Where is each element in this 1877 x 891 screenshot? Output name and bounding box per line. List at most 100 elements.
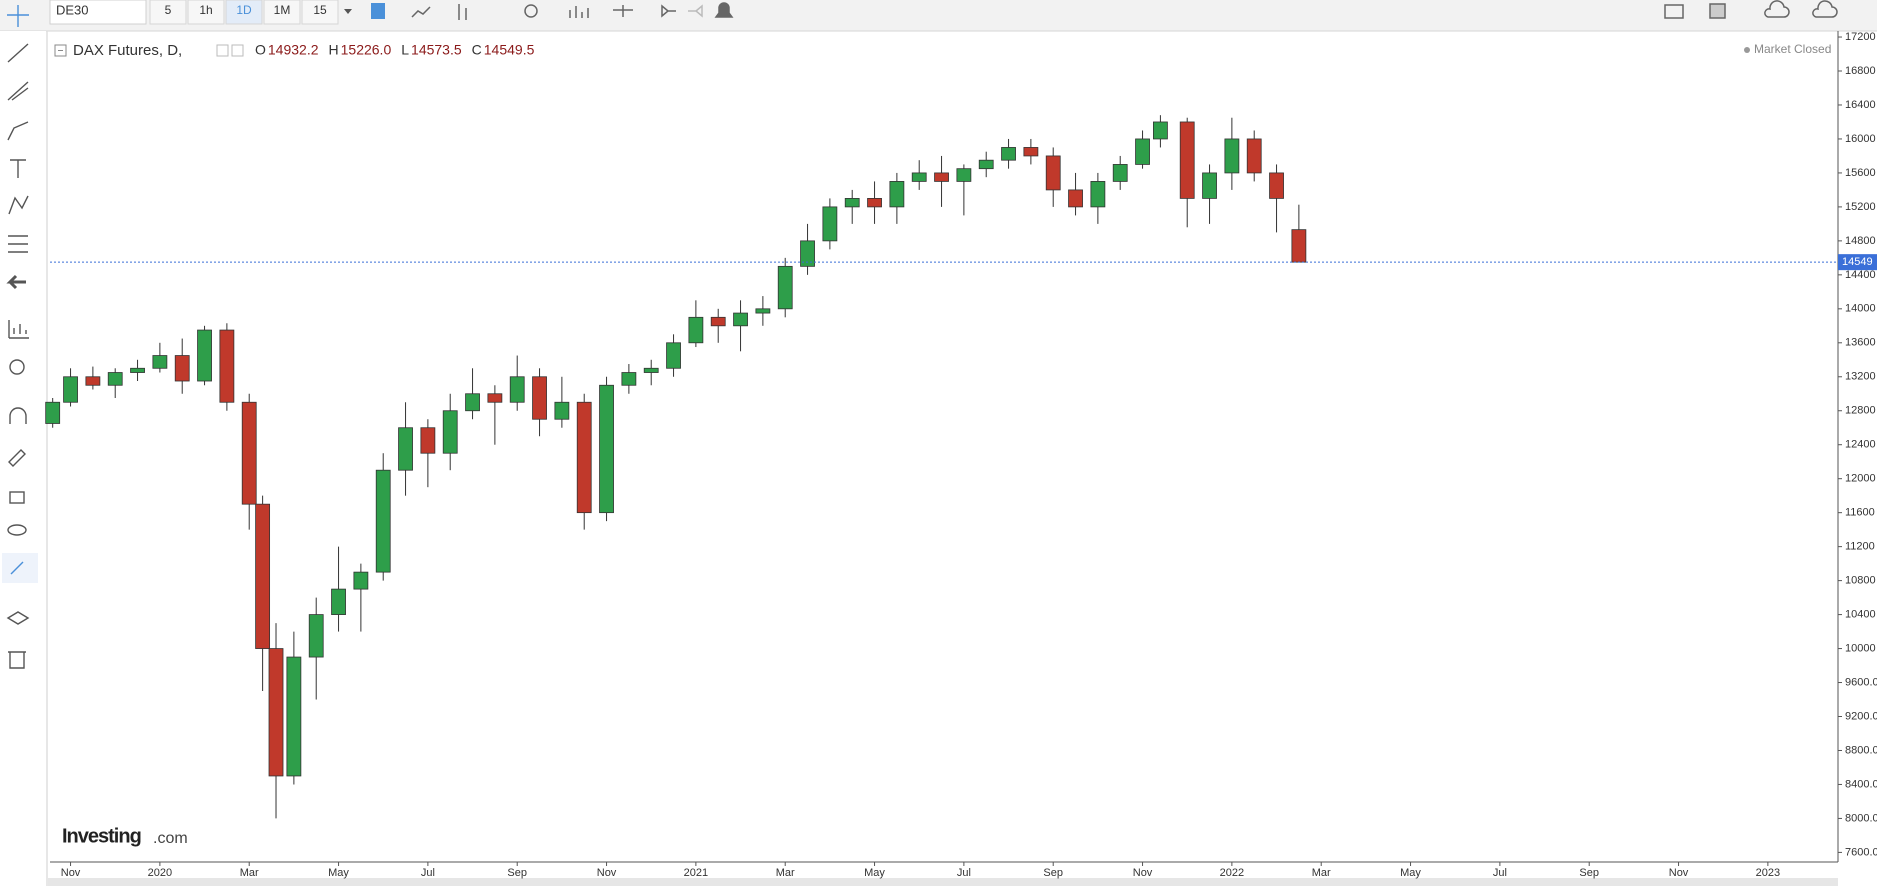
candle-body [1045,155,1061,191]
y-tick-label: 16800 [1845,65,1876,77]
candle-body [174,355,190,382]
candle-body [532,376,547,420]
collapse-button[interactable] [54,44,67,57]
y-tick-label: 12800 [1845,405,1876,417]
x-tick-label: Mar [240,867,259,879]
alert-icon[interactable] [714,2,734,18]
interval-button[interactable] [225,0,263,25]
candle-icon[interactable] [371,3,385,19]
market-status: Market Closed [1754,42,1831,56]
x-tick-label: Mar [1312,867,1331,879]
interval-label[interactable]: 15 [313,3,327,17]
link-tool[interactable] [10,561,24,575]
candle-body [353,571,369,590]
x-tick-label: Nov [1133,867,1153,879]
candle-body [1023,147,1039,157]
symbol-box[interactable] [49,0,147,25]
candle-body [85,376,101,386]
scrollbar[interactable] [48,878,1838,886]
candle-body [130,367,145,373]
candle-body [255,503,271,649]
cloud-down-icon[interactable] [1764,0,1790,18]
left-toolbar-bg [0,31,46,886]
x-tick-label: May [328,867,349,879]
candle-body [822,206,838,242]
crosshair-tool[interactable] [7,5,29,27]
interval-label[interactable]: 5 [165,3,172,17]
draw-mode-tool[interactable] [8,449,26,467]
candle-body [241,401,257,505]
settings-box[interactable] [216,44,229,57]
toolbar-icons [371,0,1838,20]
interval-button[interactable] [149,0,187,25]
channel-tool[interactable] [7,81,29,101]
candle-body [1090,181,1106,208]
candle-body [621,372,637,386]
last-price-tag [1838,254,1877,271]
compare-icon[interactable] [613,5,633,17]
y-tick-label: 15600 [1845,167,1876,179]
candle-body [1112,164,1128,182]
y-tick-label: 12000 [1845,473,1876,485]
fib-tool[interactable] [8,235,28,253]
visibility-tool[interactable] [7,524,27,536]
y-tick-label: 13600 [1845,337,1876,349]
back-tool[interactable] [6,274,26,290]
candle-body [375,469,391,573]
y-tick-label: 10000 [1845,642,1876,654]
candle-body [107,372,123,386]
pattern-tool[interactable] [8,195,29,215]
x-tick-label: Jul [957,867,971,879]
x-tick-label: May [1400,867,1421,879]
candle-body [844,198,860,208]
candle-body [45,401,61,424]
layers-tool[interactable] [6,611,30,625]
trash-tool[interactable] [8,651,26,669]
interval-label[interactable]: 1M [274,3,291,17]
zoom-tool[interactable] [9,359,25,375]
indicator-icon[interactable] [569,6,589,18]
cloud-up-icon[interactable] [1812,0,1838,18]
interval-button[interactable] [187,0,225,25]
line-icon[interactable] [411,6,431,18]
brush-tool[interactable] [7,121,29,141]
last-price-label: 14549 [1842,256,1873,268]
interval-label[interactable]: 1h [199,3,212,17]
interval-label[interactable]: 1D [236,3,252,17]
measure-tool[interactable] [8,320,29,339]
hide-box[interactable] [231,44,244,57]
symbol[interactable]: DE30 [56,2,89,17]
candle-body [934,172,949,182]
x-tick-label: Mar [776,867,795,879]
candle-body [398,427,413,471]
color-icon[interactable] [1709,3,1726,19]
y-tick-label: 12400 [1845,439,1876,451]
x-tick-label: Jul [421,867,435,879]
x-tick-label: 2021 [684,867,708,879]
candle-body [1068,189,1083,208]
candle-body [1269,172,1284,199]
candle-body [286,656,302,777]
ohlc-value: 14549.5 [484,42,535,58]
candle-body [63,376,78,403]
magnet-tool[interactable] [9,407,27,424]
interval-button[interactable] [263,0,301,25]
camera-icon[interactable] [1664,4,1684,19]
logo-suffix: .com [153,830,188,847]
undo-icon[interactable] [661,4,676,18]
y-tick-label: 11200 [1845,541,1875,553]
interval-button[interactable] [301,0,339,25]
interval-dropdown[interactable] [344,9,352,14]
line-tool[interactable] [7,43,29,63]
bar-icon[interactable] [458,4,467,20]
text-tool[interactable] [10,159,26,178]
candle-body [554,401,570,420]
redo-icon[interactable] [688,4,703,18]
candle-body [599,384,614,514]
candle-body [487,393,503,403]
top-toolbar: DE30 5 1h 1D 1M 15 [0,0,1877,32]
lock-tool[interactable] [9,491,25,504]
x-tick-label: 2022 [1220,867,1244,879]
settings-icon[interactable] [524,4,538,18]
